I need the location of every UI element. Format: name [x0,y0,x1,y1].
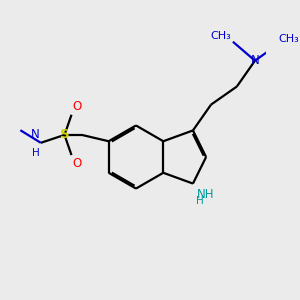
Text: N: N [31,128,40,141]
Text: NH: NH [196,188,214,201]
Text: N: N [250,54,260,67]
Text: H: H [196,196,204,206]
Text: O: O [72,100,82,113]
Text: CH₃: CH₃ [210,31,231,41]
Text: S: S [60,128,69,141]
Text: CH₃: CH₃ [279,34,300,44]
Text: H: H [32,148,40,158]
Text: O: O [72,157,82,170]
